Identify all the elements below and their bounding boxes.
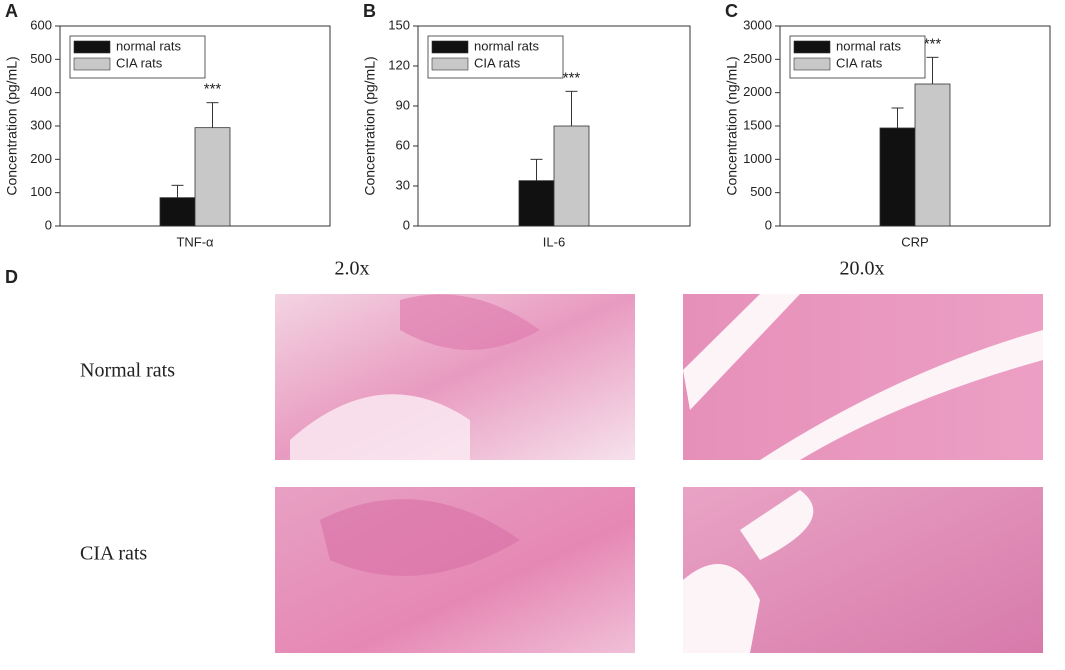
histology-images xyxy=(275,294,1043,653)
y-tick-label: 0 xyxy=(403,217,410,232)
bar xyxy=(518,180,555,227)
legend-label: CIA rats xyxy=(474,55,521,70)
y-tick-label: 2000 xyxy=(743,84,772,99)
bar xyxy=(553,125,590,227)
y-tick-label: 400 xyxy=(30,84,52,99)
y-tick-label: 100 xyxy=(30,184,52,199)
y-tick-label: 150 xyxy=(388,17,410,32)
legend-label: normal rats xyxy=(836,38,902,53)
legend-label: normal rats xyxy=(474,38,540,53)
column-label: 2.0x xyxy=(335,258,370,280)
y-tick-label: 2500 xyxy=(743,51,772,66)
legend-swatch xyxy=(793,57,831,71)
x-tick-label: CRP xyxy=(901,234,928,249)
y-tick-label: 300 xyxy=(30,117,52,132)
legend-label: CIA rats xyxy=(836,55,883,70)
legend-swatch xyxy=(431,40,469,54)
significance: *** xyxy=(204,81,222,98)
legend-label: CIA rats xyxy=(116,55,163,70)
significance: *** xyxy=(563,69,581,86)
legend-swatch xyxy=(73,57,111,71)
y-tick-label: 30 xyxy=(396,177,410,192)
y-tick-label: 60 xyxy=(396,137,410,152)
y-tick-label: 0 xyxy=(45,217,52,232)
bar xyxy=(194,127,231,227)
tissue xyxy=(400,294,540,350)
y-tick-label: 3000 xyxy=(743,17,772,32)
y-tick-label: 0 xyxy=(765,217,772,232)
legend-swatch xyxy=(73,40,111,54)
row-label: CIA rats xyxy=(80,543,147,565)
y-tick-label: 200 xyxy=(30,151,52,166)
panel-label: D xyxy=(5,267,18,287)
legend-label: normal rats xyxy=(116,38,182,53)
y-tick-label: 500 xyxy=(750,184,772,199)
y-tick-label: 600 xyxy=(30,17,52,32)
panel-label: C xyxy=(725,1,738,21)
y-tick-label: 500 xyxy=(30,51,52,66)
bar xyxy=(159,197,196,227)
tissue xyxy=(320,499,520,576)
tissue xyxy=(683,294,1043,460)
significance: *** xyxy=(924,35,942,52)
tissue xyxy=(290,394,470,460)
row-label: Normal rats xyxy=(80,360,175,382)
y-tick-label: 120 xyxy=(388,57,410,72)
panel-label: A xyxy=(5,1,18,21)
column-label: 20.0x xyxy=(840,258,885,280)
bar xyxy=(914,83,951,227)
y-tick-label: 90 xyxy=(396,97,410,112)
x-tick-label: TNF-α xyxy=(176,234,214,249)
legend-swatch xyxy=(793,40,831,54)
y-tick-label: 1500 xyxy=(743,117,772,132)
y-tick-label: 1000 xyxy=(743,151,772,166)
legend-swatch xyxy=(431,57,469,71)
panel-label: B xyxy=(363,1,376,21)
tissue xyxy=(683,490,814,653)
y-axis-label: Concentration (pg/mL) xyxy=(4,56,20,195)
bar xyxy=(879,127,916,227)
x-tick-label: IL-6 xyxy=(543,234,565,249)
y-axis-label: Concentration (pg/mL) xyxy=(362,56,378,195)
y-axis-label: Concentration (ng/mL) xyxy=(724,56,740,195)
